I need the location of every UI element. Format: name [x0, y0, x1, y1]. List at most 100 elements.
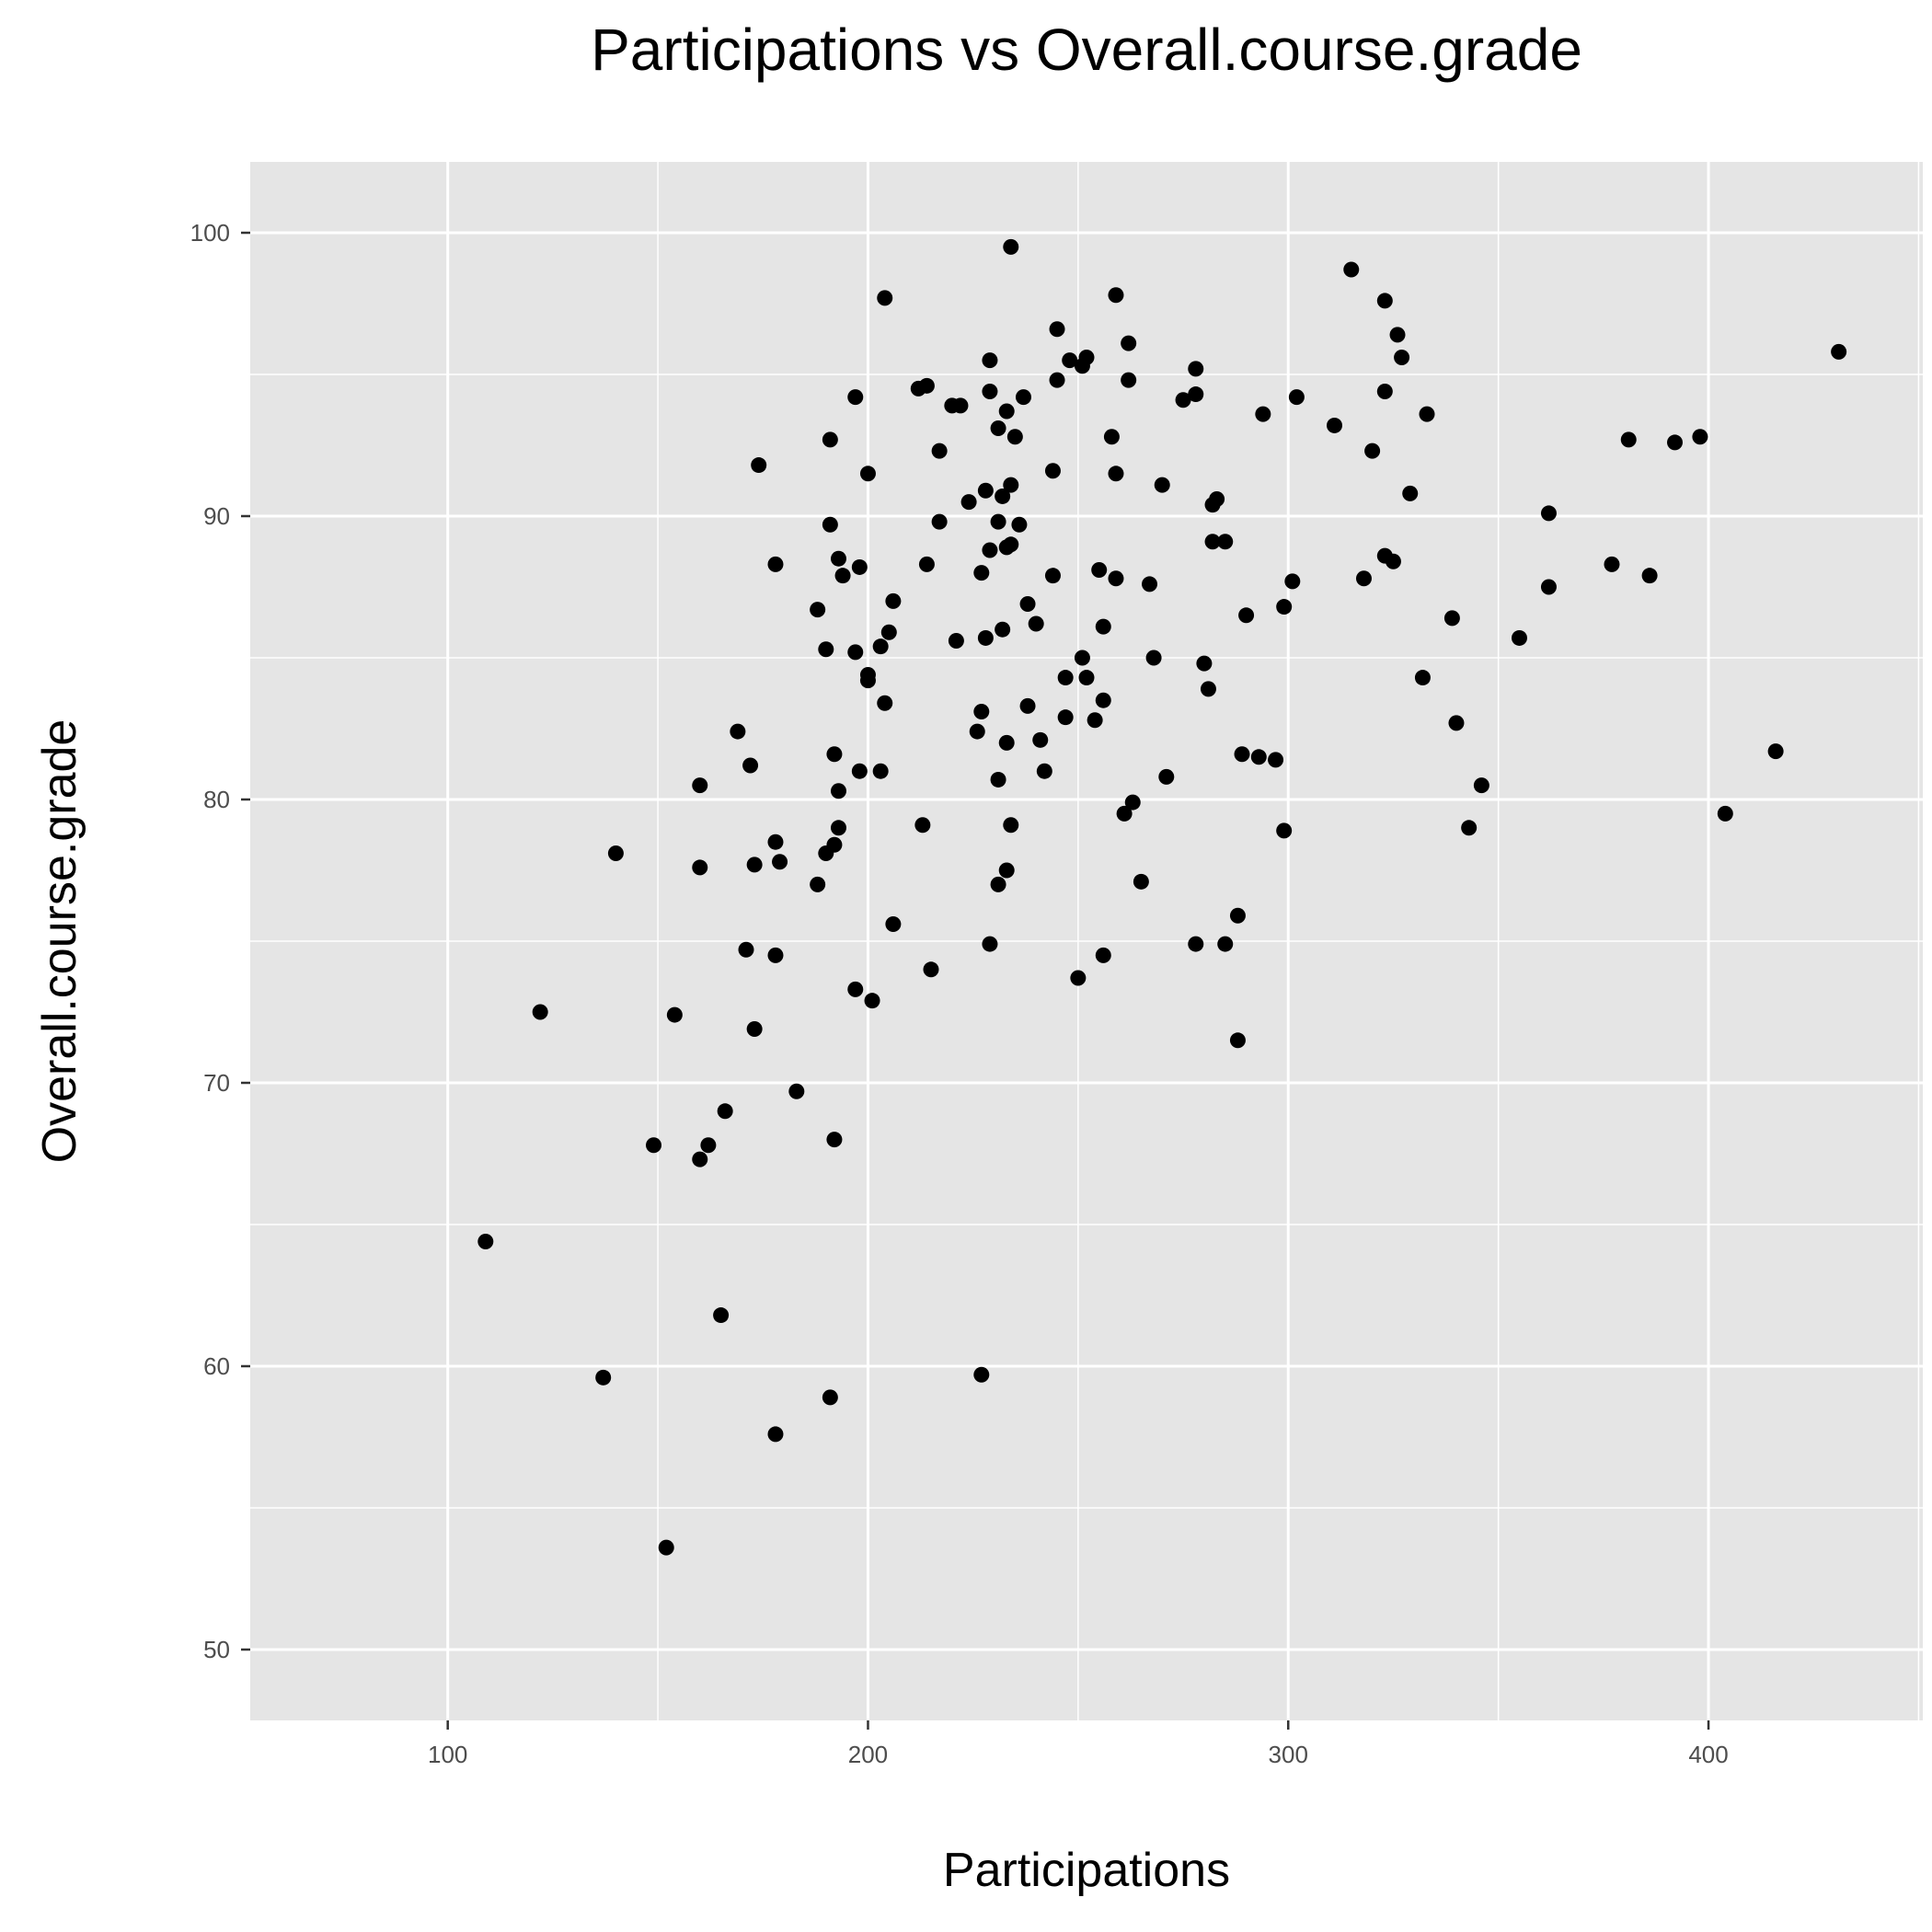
data-point: [1057, 670, 1074, 686]
data-point: [1011, 516, 1028, 533]
data-point: [1268, 752, 1284, 768]
data-point: [1121, 372, 1137, 388]
data-point: [982, 542, 998, 558]
data-point: [982, 936, 998, 952]
data-point: [692, 1151, 708, 1167]
data-point: [788, 1083, 805, 1099]
data-point: [1036, 763, 1052, 779]
data-point: [1087, 712, 1103, 729]
data-point: [1003, 817, 1019, 834]
data-point: [830, 783, 846, 799]
data-point: [872, 763, 889, 779]
data-point: [595, 1369, 612, 1386]
x-tick-label: 100: [428, 1741, 467, 1768]
data-point: [767, 947, 784, 963]
data-point: [1511, 629, 1527, 646]
data-point: [826, 1132, 843, 1148]
data-point: [948, 633, 964, 650]
data-point: [952, 397, 969, 414]
data-point: [851, 763, 868, 779]
data-point: [998, 862, 1015, 879]
data-point: [1095, 692, 1111, 708]
data-point: [1032, 731, 1049, 748]
data-point: [822, 516, 838, 533]
y-axis: 50 60 70 80 90 100: [190, 219, 250, 1663]
data-point: [1200, 681, 1216, 697]
data-point: [1355, 570, 1372, 587]
data-point: [767, 834, 784, 850]
data-point: [700, 1137, 717, 1154]
data-point: [1364, 443, 1381, 459]
data-point: [1091, 562, 1108, 579]
data-point: [995, 621, 1011, 638]
data-point: [532, 1004, 548, 1020]
data-point: [742, 757, 759, 774]
data-point: [767, 556, 784, 572]
data-point: [998, 734, 1015, 751]
data-point: [1448, 715, 1465, 731]
data-point: [1767, 743, 1784, 760]
data-point: [1188, 936, 1204, 952]
data-point: [918, 377, 935, 394]
data-point: [877, 290, 893, 306]
data-point: [826, 746, 843, 763]
data-point: [1188, 386, 1204, 403]
x-axis: 100 200 300 400: [428, 1720, 1729, 1768]
minor-gridlines: [250, 162, 1923, 1720]
y-axis-title: Overall.course.grade: [33, 719, 86, 1164]
data-point: [1217, 534, 1234, 550]
data-point: [864, 993, 880, 1009]
y-tick-label: 60: [203, 1352, 230, 1380]
data-point: [998, 403, 1015, 420]
data-point: [1540, 579, 1557, 595]
data-point: [1108, 287, 1124, 304]
data-point: [1717, 805, 1733, 822]
data-point: [1049, 321, 1065, 338]
data-point: [751, 457, 767, 474]
data-point: [1284, 573, 1301, 590]
data-point: [1461, 820, 1478, 836]
data-point: [1103, 429, 1120, 445]
data-point: [1003, 477, 1019, 493]
data-point: [1419, 406, 1435, 422]
x-axis-title: Participations: [943, 1844, 1230, 1897]
data-point: [1188, 361, 1204, 377]
data-point: [1078, 670, 1095, 686]
data-point: [1229, 907, 1246, 924]
y-tick-label: 50: [203, 1636, 230, 1663]
data-point: [1343, 261, 1360, 278]
data-point: [1540, 505, 1557, 522]
data-point: [1229, 1032, 1246, 1049]
data-point: [960, 494, 977, 511]
data-point: [1692, 429, 1708, 445]
data-point: [1238, 607, 1255, 624]
data-point: [923, 961, 939, 978]
data-point: [990, 771, 1006, 788]
data-point: [1443, 610, 1460, 627]
data-point: [1108, 570, 1124, 587]
data-point: [859, 466, 876, 482]
data-point: [847, 644, 864, 661]
data-point: [772, 854, 788, 870]
x-tick-label: 400: [1688, 1741, 1728, 1768]
data-point: [746, 1020, 763, 1037]
data-point: [1402, 485, 1419, 501]
major-gridlines: [250, 162, 1923, 1720]
data-point: [1196, 655, 1213, 672]
data-point: [666, 1006, 683, 1023]
data-point: [1250, 749, 1267, 765]
data-point: [646, 1137, 662, 1154]
data-point: [1831, 343, 1847, 360]
data-point: [1019, 697, 1036, 714]
data-point: [1385, 553, 1401, 569]
data-point: [1234, 746, 1250, 763]
data-point: [1057, 709, 1074, 726]
data-point: [1142, 576, 1158, 592]
y-tick-label: 70: [203, 1069, 230, 1097]
data-point: [1414, 670, 1431, 686]
data-point: [746, 857, 763, 873]
data-point: [977, 629, 994, 646]
data-point: [969, 723, 985, 740]
data-point: [1389, 327, 1406, 343]
